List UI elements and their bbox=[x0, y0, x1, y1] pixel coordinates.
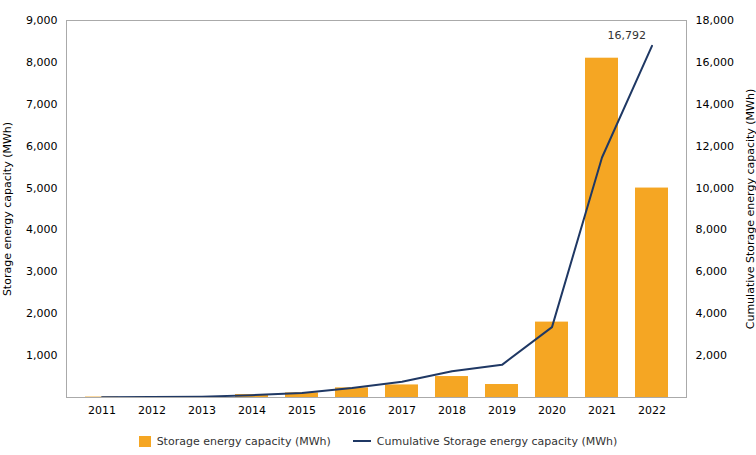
svg-text:16,792: 16,792 bbox=[608, 29, 647, 42]
svg-text:10,000: 10,000 bbox=[696, 182, 735, 195]
svg-text:1,000: 1,000 bbox=[26, 349, 58, 362]
svg-text:2017: 2017 bbox=[388, 404, 416, 417]
svg-text:18,000: 18,000 bbox=[696, 14, 735, 27]
svg-text:8,000: 8,000 bbox=[696, 223, 728, 236]
svg-text:12,000: 12,000 bbox=[696, 140, 735, 153]
svg-text:2,000: 2,000 bbox=[26, 307, 58, 320]
svg-text:2011: 2011 bbox=[88, 404, 116, 417]
svg-text:Storage energy capacity (MWh): Storage energy capacity (MWh) bbox=[1, 122, 14, 296]
svg-text:16,000: 16,000 bbox=[696, 56, 735, 69]
svg-text:6,000: 6,000 bbox=[26, 140, 58, 153]
svg-text:4,000: 4,000 bbox=[696, 307, 728, 320]
svg-text:2013: 2013 bbox=[188, 404, 216, 417]
svg-text:2,000: 2,000 bbox=[696, 349, 728, 362]
svg-text:9,000: 9,000 bbox=[26, 14, 58, 27]
svg-text:2020: 2020 bbox=[538, 404, 566, 417]
svg-text:14,000: 14,000 bbox=[696, 98, 735, 111]
svg-text:7,000: 7,000 bbox=[26, 98, 58, 111]
svg-text:2019: 2019 bbox=[488, 404, 516, 417]
svg-text:2018: 2018 bbox=[438, 404, 466, 417]
svg-text:5,000: 5,000 bbox=[26, 182, 58, 195]
svg-text:8,000: 8,000 bbox=[26, 56, 58, 69]
svg-text:2021: 2021 bbox=[588, 404, 616, 417]
svg-text:2022: 2022 bbox=[638, 404, 666, 417]
html-text:Cumulative Storage energy capa: Cumulative Storage energy capacity (MWh) bbox=[376, 434, 618, 448]
svg-text:6,000: 6,000 bbox=[696, 265, 728, 278]
svg-text:2016: 2016 bbox=[338, 404, 366, 417]
svg-text:2014: 2014 bbox=[238, 404, 266, 417]
html-text:Storage energy capacity (MWh): Storage energy capacity (MWh) bbox=[156, 434, 331, 448]
svg-text:2015: 2015 bbox=[288, 404, 316, 417]
svg-text:3,000: 3,000 bbox=[26, 265, 58, 278]
svg-text:2012: 2012 bbox=[138, 404, 166, 417]
svg-text:Cumulative Storage energy capa: Cumulative Storage energy capacity (MWh) bbox=[744, 89, 756, 330]
svg-text:4,000: 4,000 bbox=[26, 223, 58, 236]
